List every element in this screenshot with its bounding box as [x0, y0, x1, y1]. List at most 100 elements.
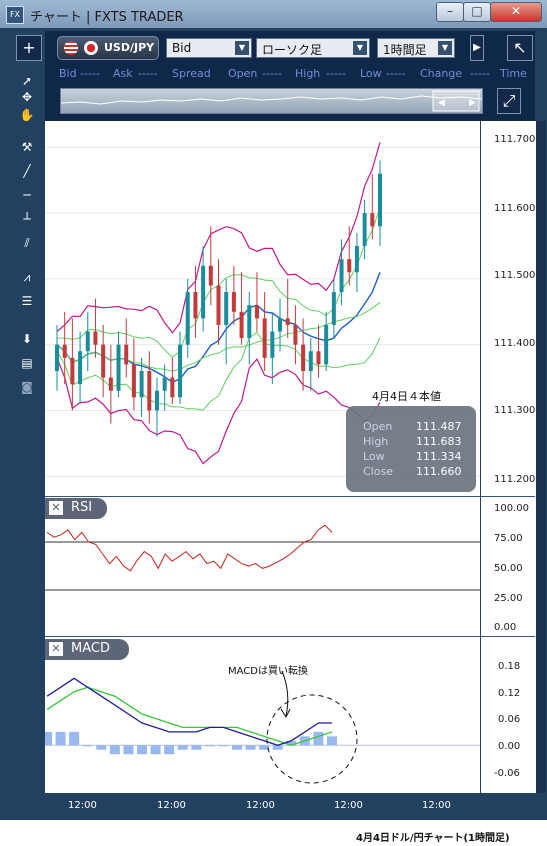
figure-caption: 4月4日ドル/円チャート(1時間足)	[356, 833, 510, 844]
candle-body	[124, 344, 129, 365]
info-value: 111.487	[416, 420, 462, 433]
candle-body	[362, 213, 367, 246]
open-value: -----	[262, 67, 282, 80]
candle-body	[78, 351, 83, 385]
title-bar[interactable]: FX チャート | FXTS TRADER – □ ✕	[0, 0, 547, 28]
candle-body	[354, 246, 359, 273]
chart-type-value: ローソク足	[262, 43, 323, 57]
candle-body	[278, 318, 283, 332]
rsi-close-button[interactable]: ✕	[49, 501, 63, 515]
macd-histogram-bar	[272, 745, 283, 750]
candle-body	[62, 344, 67, 358]
candle-body	[247, 305, 252, 339]
horizontal-line-icon[interactable]: ─	[23, 188, 31, 202]
add-chart-button[interactable]: +	[16, 35, 42, 61]
x-tick-label: 12:00	[246, 800, 275, 811]
change-value: -----	[470, 67, 490, 80]
candle-body	[201, 265, 206, 319]
candle-body	[254, 305, 259, 319]
crosshair-pointer-icon[interactable]: ✥	[21, 90, 33, 104]
list-icon[interactable]: ▤	[21, 356, 33, 370]
macd-histogram-bar	[204, 745, 215, 747]
vertical-line-icon[interactable]: ┴	[23, 212, 31, 226]
overview-sparkline: ◀ ▶	[60, 90, 483, 112]
app-icon: FX	[6, 6, 24, 24]
minimize-button[interactable]: –	[436, 2, 464, 22]
price-type-select[interactable]: Bid ▼	[166, 38, 252, 58]
camera-icon[interactable]: ◙	[21, 380, 33, 394]
macd-histogram-bar	[245, 745, 256, 750]
rsi-panel-title: RSI	[71, 500, 93, 515]
macd-histogram-bar	[82, 745, 93, 747]
toolbar-scroll-button[interactable]: ▶	[470, 35, 484, 61]
candle-body	[108, 377, 113, 391]
detach-chart-button[interactable]: ↖	[507, 35, 533, 61]
candle-body	[262, 318, 267, 358]
channel-icon[interactable]: ⫽	[24, 236, 30, 250]
high-header: High	[295, 67, 321, 80]
info-label: High	[363, 435, 389, 448]
rsi-panel-header: ✕ RSI	[45, 498, 107, 519]
close-button[interactable]: ✕	[490, 2, 542, 22]
macd-histogram-bar	[42, 731, 52, 746]
candle-body	[147, 371, 152, 411]
chevron-down-icon: ▼	[353, 41, 367, 55]
macd-tick-label: 0.12	[498, 688, 521, 699]
candle-body	[162, 377, 167, 391]
change-header: Change	[420, 67, 463, 80]
annotation-arrow	[281, 670, 289, 717]
candle-body	[224, 292, 229, 325]
chart-type-select[interactable]: ローソク足 ▼	[256, 38, 370, 58]
rsi-tick-label: 100.00	[494, 503, 529, 514]
price-tick-label: 111.500	[494, 270, 536, 281]
trendline-icon[interactable]: ╱	[23, 164, 31, 178]
window-title: チャート | FXTS TRADER	[30, 10, 184, 25]
vertical-scrollbar[interactable]	[536, 121, 546, 793]
info-value: 111.660	[416, 465, 462, 478]
download-icon[interactable]: ⬇	[21, 332, 33, 346]
info-label: Close	[363, 465, 393, 478]
pointer-icon[interactable]: ➚	[21, 74, 33, 88]
candle-body	[193, 292, 198, 319]
low-header: Low	[360, 67, 382, 80]
high-value: -----	[326, 67, 346, 80]
price-tick-label: 111.300	[494, 405, 536, 416]
candle-body	[285, 318, 290, 325]
candle-body	[216, 285, 221, 325]
maximize-button[interactable]: □	[463, 2, 491, 22]
macd-histogram-bar	[137, 745, 147, 755]
candle-body	[239, 311, 244, 339]
price-tick-label: 111.200	[494, 474, 536, 485]
chart-svg	[42, 142, 480, 784]
macd-close-button[interactable]: ✕	[49, 642, 63, 656]
candle-body	[316, 351, 321, 365]
macd-signal-line	[46, 686, 333, 746]
price-overview-strip[interactable]: ◀ ▶	[60, 88, 483, 114]
price-type-value: Bid	[172, 41, 192, 55]
macd-histogram-bar	[191, 745, 202, 750]
macd-tick-label: -0.06	[494, 768, 520, 779]
fan-icon[interactable]: ⩘	[23, 270, 31, 284]
macd-histogram-bar	[327, 736, 337, 746]
macd-histogram-bar	[109, 745, 120, 755]
x-tick-label: 12:00	[422, 800, 451, 811]
rsi-tick-label: 25.00	[494, 593, 523, 604]
macd-histogram-bar	[218, 745, 229, 747]
candle-body	[116, 344, 121, 391]
candle-body	[324, 324, 329, 365]
chevron-down-icon: ▼	[235, 41, 249, 55]
timeframe-select[interactable]: 1時間足 ▼	[377, 38, 455, 58]
price-tick-label: 111.400	[494, 338, 536, 349]
buy-signal-circle	[266, 694, 358, 784]
macd-tick-label: 0.06	[498, 714, 521, 725]
fibonacci-icon[interactable]: ☰	[21, 294, 33, 308]
macd-histogram-bar	[96, 745, 107, 750]
hand-icon[interactable]: ✋	[19, 108, 35, 122]
arrow-head	[280, 708, 291, 719]
zoom-fit-button[interactable]: ⤢	[497, 88, 521, 114]
currency-pair-selector[interactable]: USD/JPY	[57, 36, 159, 60]
candle-body	[270, 331, 275, 358]
timeframe-value: 1時間足	[383, 43, 427, 57]
hammer-icon[interactable]: ⚒	[21, 140, 33, 154]
svg-text:▶: ▶	[469, 98, 476, 108]
